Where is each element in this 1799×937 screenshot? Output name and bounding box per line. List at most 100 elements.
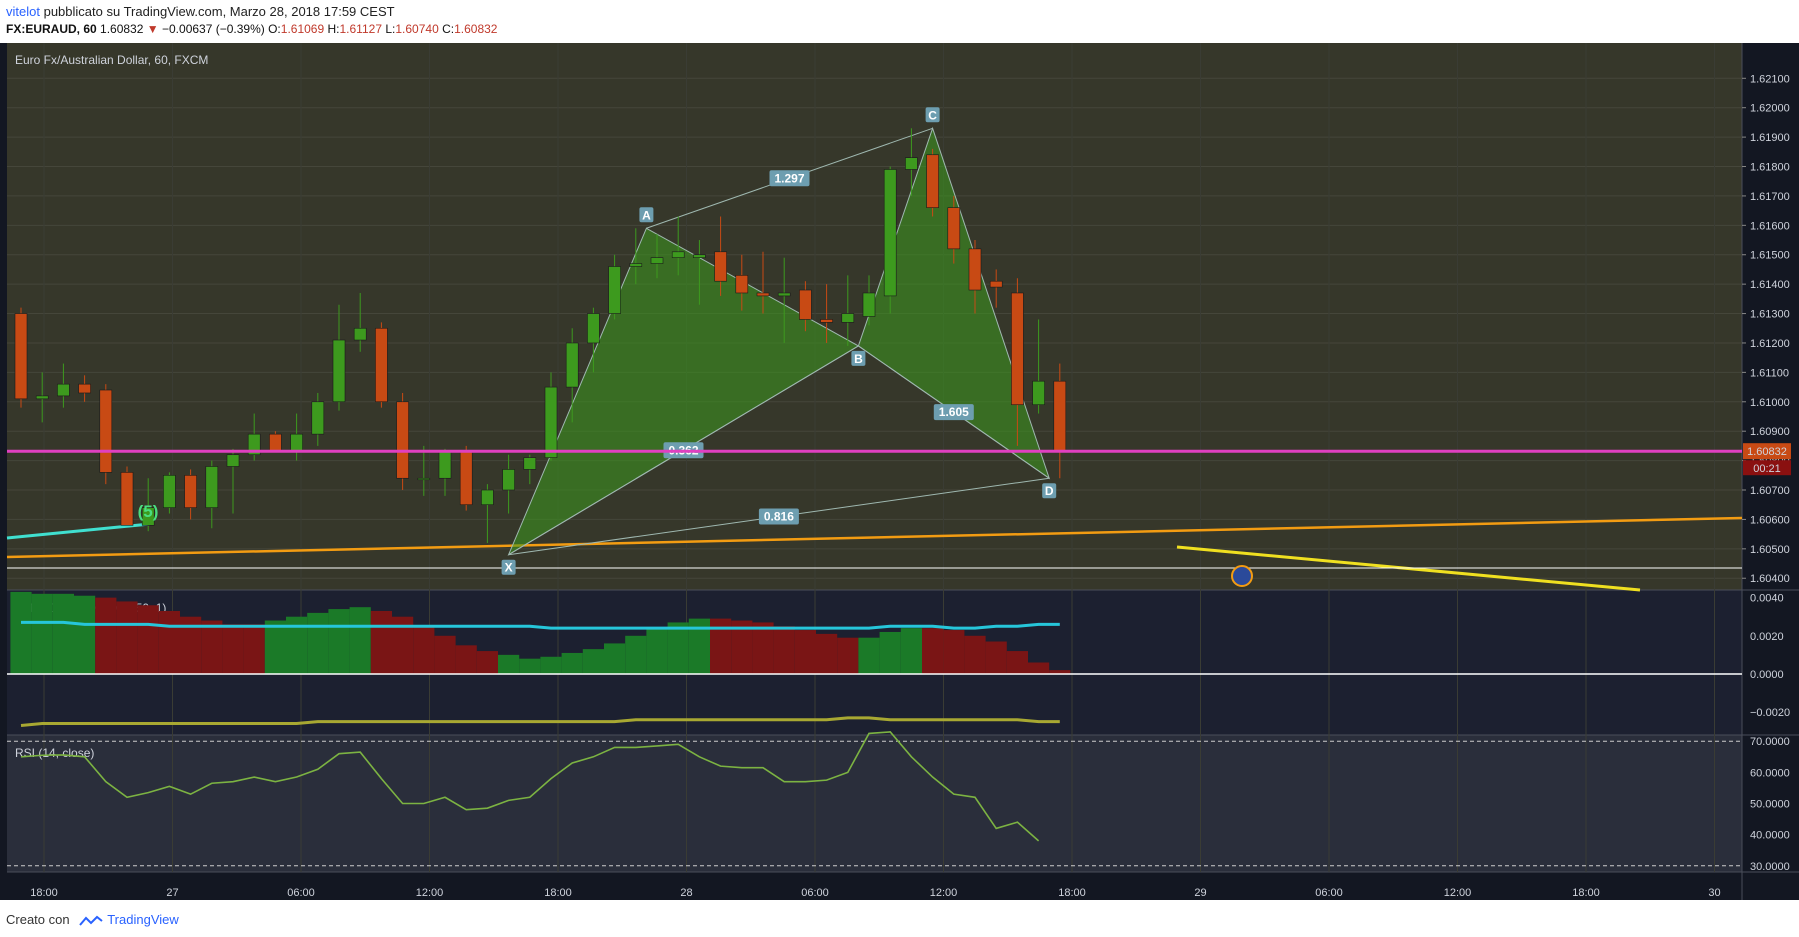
time-tick-label: 12:00 bbox=[1444, 887, 1472, 899]
price-tick-label: 1.60600 bbox=[1750, 514, 1790, 526]
price-tick-label: 1.60500 bbox=[1750, 544, 1790, 556]
pattern-ratio-badge bbox=[769, 170, 810, 187]
hmacd-bar bbox=[943, 630, 965, 674]
author-link[interactable]: vitelot bbox=[6, 4, 40, 19]
pattern-point-c bbox=[925, 107, 940, 123]
hmacd-bar bbox=[201, 620, 223, 674]
candle-body bbox=[438, 451, 452, 479]
close-label: C: bbox=[442, 22, 455, 36]
candle-body bbox=[947, 207, 961, 250]
price-tick-label: 1.62000 bbox=[1750, 103, 1790, 115]
hmacd-bar bbox=[985, 641, 1007, 674]
publish-info: pubblicato su TradingView.com, Marzo 28,… bbox=[43, 4, 395, 19]
candle-body bbox=[481, 489, 494, 506]
time-tick-label: 06:00 bbox=[1315, 887, 1343, 899]
candle-body bbox=[608, 266, 621, 314]
price-tick-label: 1.61700 bbox=[1750, 191, 1790, 203]
hmacd-bar bbox=[816, 633, 838, 674]
down-arrow-icon: ▼ bbox=[146, 22, 159, 36]
hmacd-bar bbox=[858, 637, 880, 674]
candle-body bbox=[78, 383, 91, 394]
candle-body bbox=[311, 401, 325, 435]
candle-body bbox=[247, 433, 261, 456]
candle-body bbox=[989, 280, 1003, 288]
time-tick-label: 29 bbox=[1194, 887, 1206, 899]
price-tick-label: 1.60900 bbox=[1750, 426, 1790, 438]
pattern-point-label: X bbox=[505, 561, 513, 575]
hmacd-lower-line bbox=[20, 716, 1060, 727]
hmacd-bar bbox=[52, 593, 74, 674]
hmacd-tick-label: 0.0000 bbox=[1750, 669, 1784, 681]
candle-body bbox=[99, 389, 113, 473]
time-tick-label: 12:00 bbox=[416, 887, 444, 899]
candle-body bbox=[163, 475, 176, 508]
hmacd-bar bbox=[561, 652, 583, 674]
created-with-label: Creato con bbox=[6, 912, 70, 927]
hmacd-bar bbox=[773, 626, 795, 674]
rsi-tick-label: 40.0000 bbox=[1750, 830, 1790, 842]
hmacd-bar bbox=[964, 635, 986, 674]
pattern-point-label: B bbox=[854, 352, 863, 366]
hmacd-bar bbox=[922, 628, 944, 674]
candle-body bbox=[735, 275, 749, 294]
tradingview-link[interactable]: TradingView bbox=[107, 912, 179, 927]
time-tick-label: 28 bbox=[680, 887, 692, 899]
hmacd-bar bbox=[158, 610, 180, 674]
open-value: 1.61069 bbox=[280, 22, 325, 36]
candle-body bbox=[35, 395, 49, 400]
hmacd-bar bbox=[243, 624, 265, 674]
candle-body bbox=[502, 469, 515, 491]
hmacd-bar bbox=[582, 649, 604, 674]
close-value: 1.60832 bbox=[454, 22, 498, 36]
countdown-badge bbox=[1743, 460, 1791, 476]
candle-body bbox=[141, 507, 155, 526]
hmacd-bar bbox=[879, 631, 901, 674]
pattern-ratio-label: 0.816 bbox=[764, 509, 794, 523]
time-tick-label: 30 bbox=[1708, 887, 1720, 899]
low-value: 1.60740 bbox=[395, 22, 439, 36]
tradingview-logo-icon bbox=[79, 915, 103, 926]
economic-event-icon[interactable] bbox=[1231, 565, 1253, 587]
rsi-title: RSI (14, close) bbox=[15, 746, 94, 760]
candle-body bbox=[820, 319, 833, 323]
hmacd-bar bbox=[349, 607, 371, 674]
candle-body bbox=[184, 475, 197, 508]
hmacd-bar bbox=[646, 628, 668, 674]
pattern-point-label: A bbox=[642, 208, 651, 222]
rsi-tick-label: 30.0000 bbox=[1750, 861, 1790, 873]
orange-trendline bbox=[6, 516, 1743, 559]
candle-body bbox=[226, 454, 240, 467]
time-tick-label: 18:00 bbox=[30, 887, 58, 899]
hmacd-bar bbox=[710, 618, 732, 674]
price-tick-label: 1.61400 bbox=[1750, 279, 1790, 291]
pattern-point-x bbox=[501, 559, 516, 575]
footer: Creato con TradingView bbox=[6, 912, 179, 927]
hmacd-bar bbox=[413, 626, 435, 674]
candle-body bbox=[587, 313, 600, 344]
candle-body bbox=[862, 292, 876, 317]
hmacd-bar bbox=[731, 620, 753, 674]
last-price: 1.60832 bbox=[100, 22, 144, 36]
candle-body bbox=[799, 289, 812, 320]
rsi-pane bbox=[7, 735, 1742, 872]
hmacd-bar bbox=[370, 610, 392, 674]
hmacd-bar bbox=[900, 628, 922, 674]
candle-body bbox=[905, 157, 918, 170]
candle-body bbox=[57, 383, 70, 397]
pattern-point-label: C bbox=[928, 108, 937, 122]
open-label: O: bbox=[268, 22, 281, 36]
candle-body bbox=[777, 292, 791, 297]
pattern-ratio-label: 1.605 bbox=[939, 405, 969, 419]
hmacd-bar bbox=[667, 622, 689, 674]
candle-body bbox=[671, 251, 685, 258]
hmacd-bar bbox=[31, 593, 53, 674]
time-tick-label: 18:00 bbox=[1572, 887, 1600, 899]
pattern-point-d bbox=[1042, 483, 1057, 499]
hmacd-bar bbox=[10, 591, 32, 674]
hmacd-bar bbox=[264, 620, 286, 674]
hmacd-bar bbox=[116, 601, 138, 674]
hmacd-bar bbox=[1028, 662, 1050, 674]
rsi-tick-label: 60.0000 bbox=[1750, 767, 1790, 779]
price-tick-label: 1.61300 bbox=[1750, 309, 1790, 321]
